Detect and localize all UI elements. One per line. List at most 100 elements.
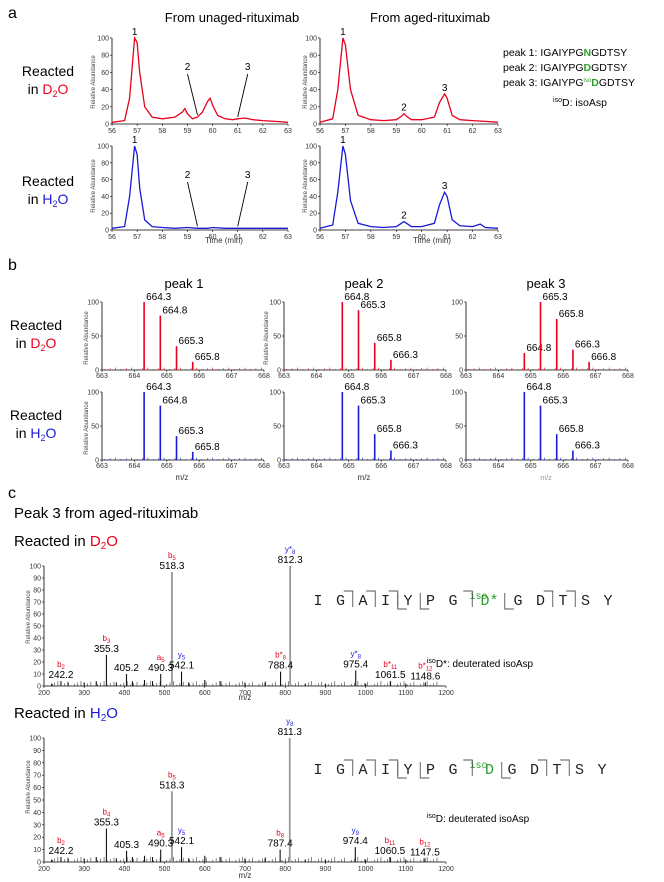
- x-tick-label: 58: [158, 234, 166, 241]
- x-tick-label: 666: [557, 463, 569, 470]
- row-label-post: O: [46, 335, 57, 351]
- row-label-post: O: [58, 191, 69, 207]
- chrom-ylabel-1: Relative Abundance: [91, 55, 97, 109]
- c-title-pre: Reacted in: [14, 533, 90, 550]
- x-tick-label: 300: [78, 866, 90, 873]
- legend-peak2-pre: peak 2: IGAIYPG: [503, 62, 584, 74]
- sequence-residue: A: [358, 593, 367, 610]
- ion-index: 8: [290, 722, 294, 728]
- fragment-ion-label: b11: [385, 836, 396, 847]
- isotope-peak-label: 665.3: [179, 336, 204, 347]
- x-tick-label: 667: [590, 373, 602, 380]
- h2o-iso-note: isoD: deuterated isoAsp: [427, 813, 530, 825]
- y-tick-label: 60: [309, 177, 317, 184]
- x-tick-label: 663: [278, 463, 290, 470]
- ion-index: 8: [281, 834, 285, 840]
- row-label-reacted: Reacted: [10, 317, 62, 333]
- y-ion-cleavage-mark: [419, 762, 430, 779]
- panel-b-col-title-2: peak 2: [344, 276, 383, 291]
- y-tick-label: 40: [309, 194, 317, 201]
- x-tick-label: 62: [259, 234, 267, 241]
- y-tick-label: 60: [33, 785, 41, 792]
- c-title-pre: Reacted in: [14, 705, 90, 722]
- y-tick-label: 40: [101, 194, 109, 201]
- x-tick-label: 58: [367, 234, 375, 241]
- msms-ylabel-1: Relative Abundance: [26, 590, 32, 644]
- isotope-peak-label: 664.8: [344, 382, 369, 393]
- y-tick-label: 10: [33, 847, 41, 854]
- fragment-mz-label: 974.4: [343, 836, 368, 847]
- isotope-peak-label: 666.3: [393, 350, 418, 361]
- isotope-peak-label: 665.8: [195, 352, 220, 363]
- x-tick-label: 663: [460, 373, 472, 380]
- fragment-mz-label: 811.3: [278, 727, 303, 738]
- y-tick-label: 80: [33, 760, 41, 767]
- row-label-sub: 2: [53, 199, 58, 209]
- peak-leader-line: [187, 181, 198, 227]
- x-tick-label: 665: [343, 373, 355, 380]
- panel-c-title: Peak 3 from aged-rituximab: [14, 505, 198, 522]
- ion-type: b: [385, 836, 390, 845]
- msms-spectrum-d2o: 200 300 400 500 600 700 800 900 1000 1100 1200 0 10 2…: [29, 545, 454, 697]
- b-ion-cleavage-mark: [560, 759, 570, 776]
- y-tick-label: 80: [101, 160, 109, 167]
- x-tick-label: 200: [38, 690, 50, 697]
- x-tick-label: 668: [622, 463, 634, 470]
- sequence-residue: I: [313, 593, 322, 610]
- y-tick-label: 10: [33, 672, 41, 679]
- ion-index: 3: [107, 639, 111, 645]
- x-tick-label: 665: [343, 463, 355, 470]
- ion-index: 2: [62, 841, 66, 847]
- y-tick-label: 70: [33, 600, 41, 607]
- fragment-ion-label: b8: [276, 829, 284, 840]
- b-ion-cleavage-mark: [343, 759, 354, 776]
- x-tick-label: 667: [408, 373, 420, 380]
- y-tick-label: 20: [309, 104, 317, 111]
- y-tick-label: 0: [277, 368, 281, 375]
- ion-type: y: [178, 651, 182, 660]
- y-tick-label: 100: [97, 36, 109, 43]
- ms-ylabel-3: Relative Abundance: [264, 311, 270, 365]
- ion-index: 8: [283, 656, 287, 662]
- y-tick-label: 100: [269, 300, 281, 307]
- iso-prefix: iso: [470, 760, 488, 772]
- c-title-mol: H: [90, 705, 101, 722]
- isotope-peak-label: 665.3: [179, 426, 204, 437]
- fragment-mz-label: 490.3: [148, 839, 173, 850]
- sequence-residue: G: [336, 762, 345, 779]
- y-ion-cleavage-mark: [501, 762, 511, 779]
- isotope-peak-label: 664.3: [146, 382, 171, 393]
- ion-index: 9: [356, 831, 360, 837]
- fragment-ion-label: y5: [178, 826, 186, 837]
- y-tick-label: 20: [309, 211, 317, 218]
- h2o-iso-note-text: D: deuterated isoAsp: [436, 814, 530, 825]
- y-tick-label: 100: [305, 144, 317, 151]
- x-tick-label: 664: [493, 463, 505, 470]
- isotope-peak-label: 665.8: [559, 424, 584, 435]
- svg-text:in D2O: in D2O: [28, 81, 69, 99]
- panel-c-h2o-title: Reacted in H2O: [14, 705, 118, 724]
- panel-b-col-title-1: peak 1: [164, 276, 203, 291]
- fragment-mz-label: 405.2: [114, 663, 139, 674]
- row-label-in: in: [16, 335, 31, 351]
- y-tick-label: 50: [91, 424, 99, 431]
- sequence-residue: P: [426, 593, 435, 610]
- panel-a-letter: a: [8, 5, 17, 22]
- x-tick-label: 56: [108, 234, 116, 241]
- sequence-residue: D*: [480, 593, 498, 610]
- b-ion-cleavage-mark: [463, 590, 473, 607]
- y-tick-label: 80: [101, 53, 109, 60]
- peak-number-label: 3: [245, 170, 251, 181]
- x-tick-label: 666: [375, 463, 387, 470]
- x-tick-label: 63: [494, 234, 502, 241]
- panel-b-row-label-h2o: Reacted in H2O: [10, 407, 62, 443]
- ion-index: 5: [182, 831, 186, 837]
- x-tick-label: 61: [234, 234, 242, 241]
- fragment-mz-label: 490.3: [148, 663, 173, 674]
- legend-peak1-hl: N: [584, 47, 592, 59]
- x-tick-label: 1000: [358, 690, 374, 697]
- d2o-iso-note-sup: iso: [427, 658, 436, 665]
- y-tick-label: 40: [309, 87, 317, 94]
- x-tick-label: 664: [129, 373, 141, 380]
